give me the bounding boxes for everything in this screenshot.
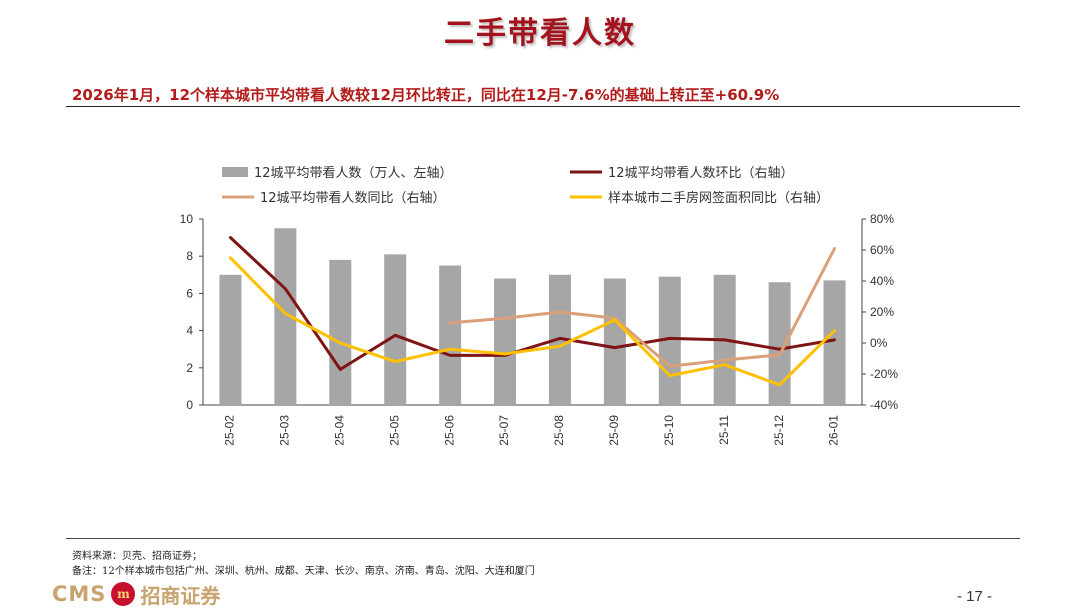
x-tick-label: 25-05 xyxy=(387,415,401,446)
bar xyxy=(384,254,407,405)
right-tick-label: 80% xyxy=(870,212,894,226)
right-tick-label: 60% xyxy=(870,243,894,257)
x-tick-label: 25-08 xyxy=(552,415,566,446)
bar xyxy=(274,228,297,405)
left-tick-label: 4 xyxy=(186,324,193,338)
legend-label: 样本城市二手房网签面积同比（右轴） xyxy=(608,190,829,206)
logo-text: CMS xyxy=(52,582,107,606)
series-line-2 xyxy=(448,247,836,368)
bar-series xyxy=(219,228,846,405)
x-tick-label: 25-11 xyxy=(717,415,731,445)
bar xyxy=(603,278,626,405)
legend-label: 12城平均带看人数环比（右轴） xyxy=(608,165,794,181)
bar xyxy=(329,259,352,405)
right-tick-label: -20% xyxy=(870,367,898,381)
bar xyxy=(658,276,681,405)
bar xyxy=(823,280,846,405)
cms-logo: CMS m 招商证券 xyxy=(52,580,220,608)
bar xyxy=(768,282,791,405)
legend-label: 12城平均带看人数（万人、左轴） xyxy=(254,165,453,181)
sample-note: 备注：12个样本城市包括广州、深圳、杭州、成都、天津、长沙、南京、济南、青岛、沈… xyxy=(72,566,535,577)
x-tick-label: 25-07 xyxy=(497,415,511,446)
legend-bar-swatch xyxy=(222,167,248,177)
bar xyxy=(219,274,242,405)
x-tick-label: 25-12 xyxy=(772,415,786,446)
bar xyxy=(439,265,462,405)
top-divider xyxy=(66,106,1020,107)
left-tick-label: 8 xyxy=(186,249,193,263)
x-tick-label: 25-03 xyxy=(278,415,292,446)
x-tick-label: 25-09 xyxy=(607,415,621,446)
x-tick-label: 25-06 xyxy=(442,415,456,446)
line-series xyxy=(229,236,836,387)
left-tick-label: 6 xyxy=(186,286,193,300)
page-number: - 17 - xyxy=(956,588,992,605)
bar xyxy=(494,278,517,405)
left-tick-label: 10 xyxy=(180,212,194,226)
page-title: 二手带看人数 xyxy=(444,16,636,51)
legend-label: 12城平均带看人数同比（右轴） xyxy=(260,190,446,206)
x-tick-label: 25-10 xyxy=(662,415,676,446)
right-tick-label: 0% xyxy=(870,336,888,350)
x-tick-label: 25-02 xyxy=(223,415,237,446)
left-tick-label: 2 xyxy=(186,361,193,375)
chart-area: 12城平均带看人数（万人、左轴） 12城平均带看人数环比（右轴） 12城平均带看人数… xyxy=(180,165,899,446)
page-subtitle: 2026年1月，12个样本城市平均带看人数较12月环比转正，同比在12月-7.6… xyxy=(72,86,780,104)
chart-legend: 12城平均带看人数（万人、左轴） 12城平均带看人数环比（右轴） 12城平均带看人数… xyxy=(222,165,829,206)
logo-badge-icon: m xyxy=(111,582,136,606)
right-tick-label: 20% xyxy=(870,305,894,319)
series-line-1 xyxy=(229,236,836,371)
right-tick-label: 40% xyxy=(870,274,894,288)
logo-chinese-name: 招商证券 xyxy=(140,583,221,608)
series-line-3 xyxy=(229,256,836,387)
bottom-divider xyxy=(66,538,1020,539)
source-note: 资料来源：贝壳、招商证券； xyxy=(72,551,202,562)
chart-axes: 0 2 4 6 8 10 -40% -20% 0% 20% 40% 60% 80% xyxy=(180,212,899,412)
x-axis-labels: 25-02 25-03 25-04 25-05 25-06 25-07 25-08 25-09… xyxy=(223,415,841,446)
right-tick-label: -40% xyxy=(870,398,898,412)
x-tick-label: 25-04 xyxy=(332,415,346,446)
left-tick-label: 0 xyxy=(186,398,193,412)
x-tick-label: 26-01 xyxy=(827,415,841,446)
